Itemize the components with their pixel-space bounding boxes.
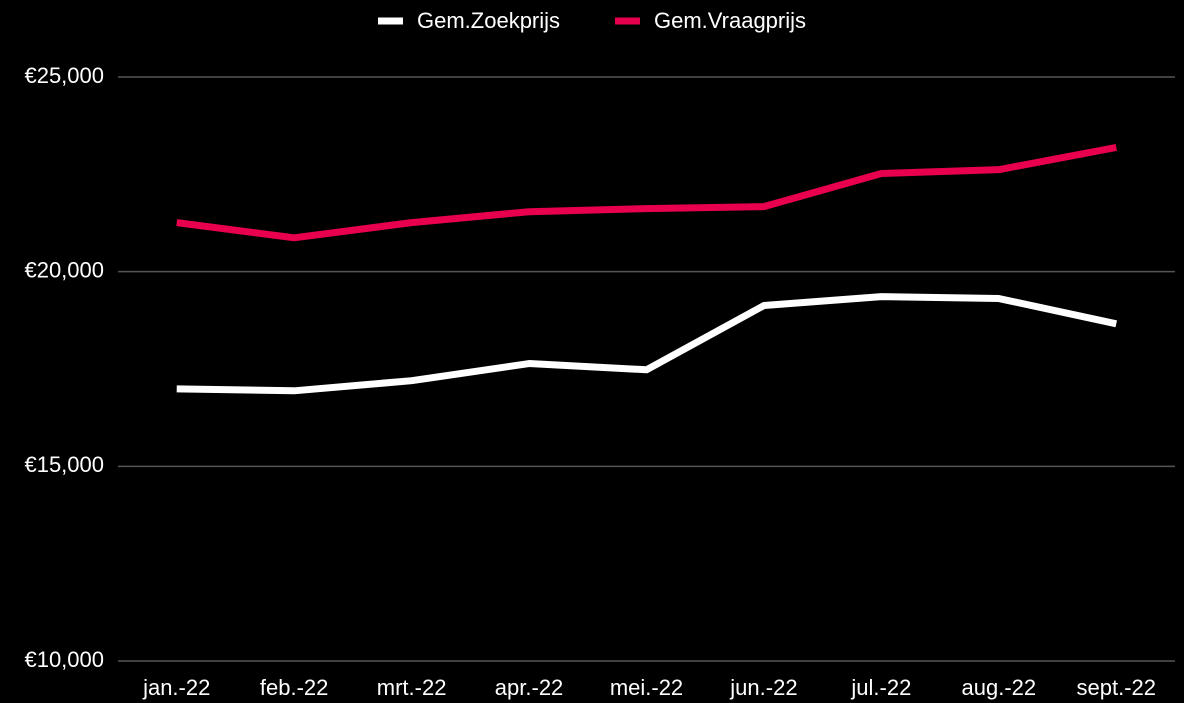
x-tick-label: sept.-22 <box>1077 675 1157 700</box>
x-tick-label: mei.-22 <box>610 675 683 700</box>
line-series <box>176 293 1118 395</box>
x-tick-label: aug.-22 <box>962 675 1037 700</box>
y-tick-label: €20,000 <box>24 257 104 282</box>
y-tick-label: €15,000 <box>24 452 104 477</box>
x-tick-label: jan.-22 <box>142 675 210 700</box>
x-tick-label: apr.-22 <box>495 675 564 700</box>
x-tick-label: jul.-22 <box>850 675 911 700</box>
x-tick-label: feb.-22 <box>260 675 329 700</box>
x-tick-label: mrt.-22 <box>377 675 447 700</box>
line-series <box>176 144 1117 242</box>
y-tick-label: €25,000 <box>24 63 104 88</box>
y-tick-label: €10,000 <box>24 647 104 672</box>
x-tick-label: jun.-22 <box>729 675 797 700</box>
legend-label: Gem.Zoekprijs <box>417 8 560 33</box>
legend-label: Gem.Vraagprijs <box>654 8 806 33</box>
